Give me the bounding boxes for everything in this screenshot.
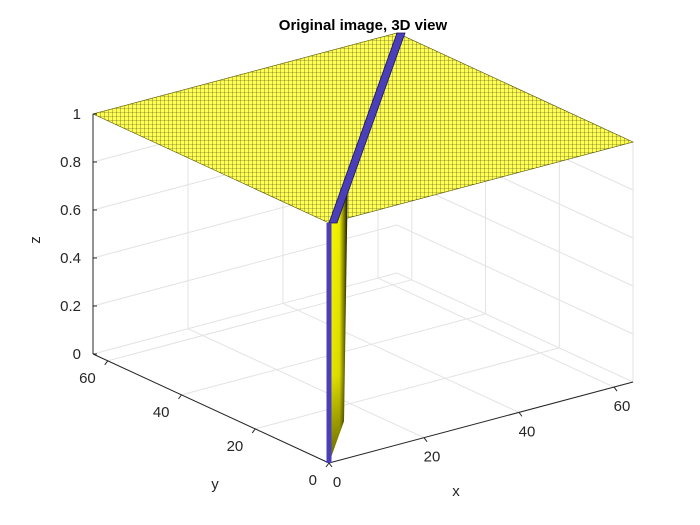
- x-tick-label-3: 60: [614, 398, 631, 415]
- surface: [92, 32, 634, 464]
- grid-line-z-1: [92, 224, 634, 335]
- y-tick-mark-2: [178, 394, 182, 400]
- x-tick-mark-3: [613, 386, 618, 392]
- chart-title: Original image, 3D view: [279, 17, 448, 34]
- tick-labels: 0 20 40 60 0 20 40 60 0 0.2 0.4 0.6 0.8 1: [60, 106, 630, 491]
- surface-edge-band: [328, 32, 406, 224]
- x-tick-label-1: 20: [424, 449, 441, 466]
- axes-box: [92, 114, 634, 464]
- grid-line-z-0: [92, 272, 634, 383]
- z-tick-label-1: 0.2: [60, 298, 81, 315]
- z-tick-label-3: 0.6: [60, 202, 81, 219]
- x-tick-label-2: 40: [519, 423, 536, 440]
- y-tick-label-2: 40: [153, 404, 170, 421]
- y-tick-mark-1: [251, 428, 256, 434]
- z-tick-label-4: 0.8: [60, 154, 81, 171]
- y-tick-label-1: 20: [227, 438, 244, 455]
- y-axis-label: y: [211, 476, 219, 493]
- z-tick-label-5: 1: [73, 106, 81, 123]
- y-axis-line: [92, 353, 330, 464]
- z-tick-label-2: 0.4: [60, 250, 81, 267]
- x-tick-mark-1: [423, 437, 428, 442]
- y-tick-mark-3: [104, 360, 109, 366]
- x-tick-mark-2: [518, 412, 523, 417]
- z-axis-label: z: [27, 236, 44, 244]
- y-tick-mark-0: [325, 462, 330, 468]
- z-tick-label-0: 0: [73, 346, 81, 363]
- y-tick-label-0: 0: [309, 472, 317, 489]
- x-axis-line: [328, 381, 634, 464]
- x-tick-mark-0: [328, 462, 333, 468]
- surface-wall-shade: [329, 169, 348, 464]
- y-tick-label-3: 60: [79, 370, 96, 387]
- x-axis-label: x: [452, 483, 460, 500]
- x-tick-label-0: 0: [333, 474, 341, 491]
